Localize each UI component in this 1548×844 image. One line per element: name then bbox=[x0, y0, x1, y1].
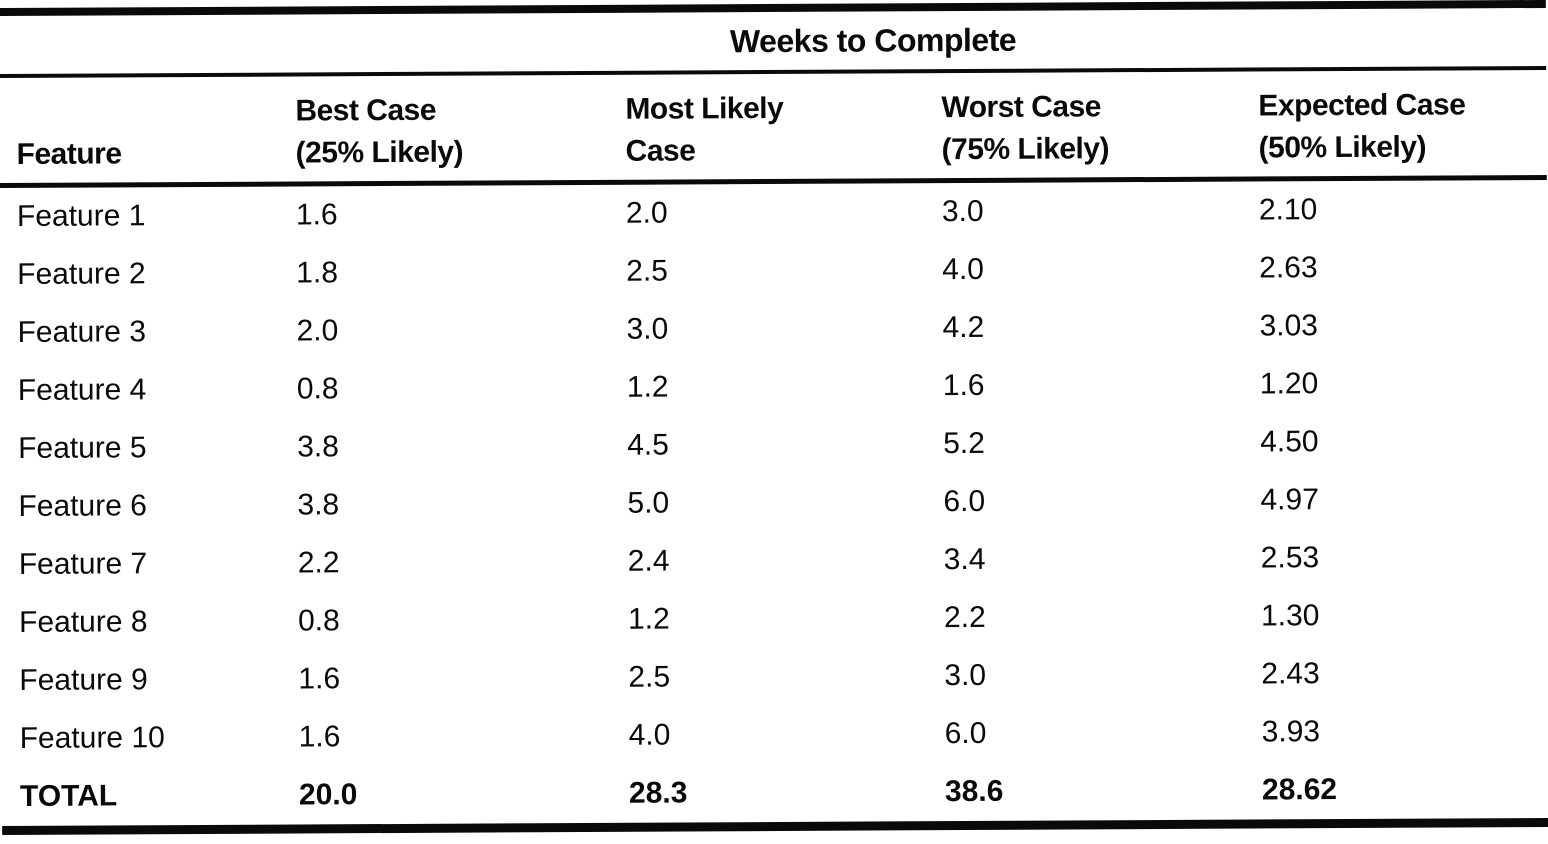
cell-worst-case: 2.2 bbox=[943, 600, 986, 635]
cell-best-case: 1.8 bbox=[296, 256, 339, 290]
cell-feature: Feature 2 bbox=[17, 257, 146, 291]
column-header-expected-case: Expected Case (50% Likely) bbox=[1258, 84, 1546, 168]
cell-worst-case: 6.0 bbox=[944, 716, 987, 751]
cell-total-expected-case: 28.62 bbox=[1261, 773, 1338, 807]
cell-worst-case: 3.0 bbox=[941, 194, 984, 229]
column-header-expected-case-line2: (50% Likely) bbox=[1258, 130, 1427, 165]
cell-expected-case: 1.30 bbox=[1260, 599, 1320, 633]
cell-feature: Feature 1 bbox=[16, 199, 146, 233]
cell-total-label: TOTAL bbox=[19, 779, 118, 813]
cell-most-likely: 3.0 bbox=[626, 312, 669, 346]
cell-best-case: 0.8 bbox=[296, 372, 339, 406]
spanner-header-title: Weeks to Complete bbox=[729, 21, 1017, 59]
cell-best-case: 2.2 bbox=[297, 546, 340, 580]
cell-most-likely: 1.2 bbox=[626, 370, 669, 404]
cell-feature: Feature 10 bbox=[19, 721, 165, 755]
column-header-most-likely-case-line2: Case bbox=[625, 134, 696, 168]
table-row: Feature 9 1.6 2.5 3.0 2.43 bbox=[1, 644, 1548, 710]
cell-expected-case: 3.03 bbox=[1259, 309, 1319, 343]
cell-most-likely: 2.0 bbox=[625, 196, 668, 230]
cell-feature: Feature 6 bbox=[18, 489, 147, 523]
cell-expected-case: 2.53 bbox=[1260, 541, 1320, 575]
cell-best-case: 0.8 bbox=[297, 604, 340, 638]
cell-worst-case: 5.2 bbox=[943, 426, 985, 461]
column-header-most-likely-case: Most Likely Case bbox=[625, 87, 941, 171]
column-header-expected-case-line1: Expected Case bbox=[1258, 88, 1466, 123]
column-header-best-case: Best Case (25% Likely) bbox=[295, 89, 625, 174]
cell-worst-case: 6.0 bbox=[943, 484, 986, 519]
cell-most-likely: 1.2 bbox=[627, 602, 670, 636]
table-row: Feature 7 2.2 2.4 3.4 2.53 bbox=[1, 528, 1548, 594]
cell-feature: Feature 9 bbox=[19, 663, 148, 697]
column-header-worst-case-line1: Worst Case bbox=[941, 90, 1101, 125]
cell-best-case: 3.8 bbox=[297, 430, 339, 464]
cell-most-likely: 4.5 bbox=[627, 428, 669, 462]
cell-best-case: 1.6 bbox=[295, 198, 338, 232]
cell-feature: Feature 8 bbox=[18, 605, 148, 639]
cell-expected-case: 2.10 bbox=[1258, 193, 1318, 227]
cell-worst-case: 3.0 bbox=[944, 658, 987, 693]
table-row: Feature 2 1.8 2.5 4.0 2.63 bbox=[0, 238, 1547, 304]
column-header-worst-case-line2: (75% Likely) bbox=[941, 131, 1110, 166]
column-header-worst-case: Worst Case (75% Likely) bbox=[941, 86, 1258, 170]
spanner-header-row: Weeks to Complete bbox=[0, 8, 1546, 74]
column-header-feature: Feature bbox=[16, 137, 122, 171]
cell-total-best-case: 20.0 bbox=[298, 778, 358, 812]
cell-most-likely: 2.5 bbox=[626, 254, 669, 288]
cell-expected-case: 1.20 bbox=[1259, 367, 1319, 401]
cell-best-case: 1.6 bbox=[298, 720, 341, 754]
column-header-best-case-line2: (25% Likely) bbox=[295, 135, 464, 170]
cell-expected-case: 3.93 bbox=[1261, 715, 1321, 749]
cell-expected-case: 4.50 bbox=[1260, 425, 1319, 459]
table-row: Feature 3 2.0 3.0 4.2 3.03 bbox=[0, 296, 1548, 362]
table-total-row: TOTAL 20.0 28.3 38.6 28.62 bbox=[2, 760, 1548, 826]
table-row: Feature 4 0.8 1.2 1.6 1.20 bbox=[0, 354, 1548, 420]
cell-worst-case: 4.0 bbox=[942, 252, 985, 287]
table-row: Feature 8 0.8 1.2 2.2 1.30 bbox=[1, 586, 1548, 652]
cell-best-case: 2.0 bbox=[296, 314, 339, 348]
column-header-row: Feature Best Case (25% Likely) Most Like… bbox=[0, 70, 1547, 183]
cell-feature: Feature 5 bbox=[18, 431, 147, 465]
cell-most-likely: 5.0 bbox=[627, 486, 670, 520]
table-row: Feature 5 3.8 4.5 5.2 4.50 bbox=[0, 412, 1548, 478]
table-row: Feature 10 1.6 4.0 6.0 3.93 bbox=[2, 702, 1548, 768]
column-header-most-likely-case-line1: Most Likely bbox=[625, 92, 784, 126]
cell-most-likely: 4.0 bbox=[628, 718, 671, 752]
cell-most-likely: 2.5 bbox=[628, 660, 671, 694]
cell-best-case: 3.8 bbox=[297, 488, 340, 522]
cell-feature: Feature 7 bbox=[18, 547, 148, 581]
cell-total-worst-case: 38.6 bbox=[944, 774, 1004, 809]
cell-expected-case: 4.97 bbox=[1260, 483, 1319, 517]
column-header-best-case-line1: Best Case bbox=[295, 93, 437, 128]
cell-best-case: 1.6 bbox=[298, 662, 341, 696]
cell-worst-case: 3.4 bbox=[943, 542, 986, 577]
cell-worst-case: 1.6 bbox=[942, 368, 985, 403]
table-row: Feature 6 3.8 5.0 6.0 4.97 bbox=[0, 470, 1548, 536]
cell-total-most-likely: 28.3 bbox=[628, 776, 688, 810]
cell-expected-case: 2.43 bbox=[1261, 657, 1320, 691]
cell-feature: Feature 4 bbox=[17, 373, 147, 407]
cell-feature: Feature 3 bbox=[17, 315, 147, 349]
table-row: Feature 1 1.6 2.0 3.0 2.10 bbox=[0, 180, 1547, 246]
cell-most-likely: 2.4 bbox=[627, 544, 670, 578]
cell-expected-case: 2.63 bbox=[1259, 251, 1318, 285]
cell-worst-case: 4.2 bbox=[942, 310, 985, 345]
